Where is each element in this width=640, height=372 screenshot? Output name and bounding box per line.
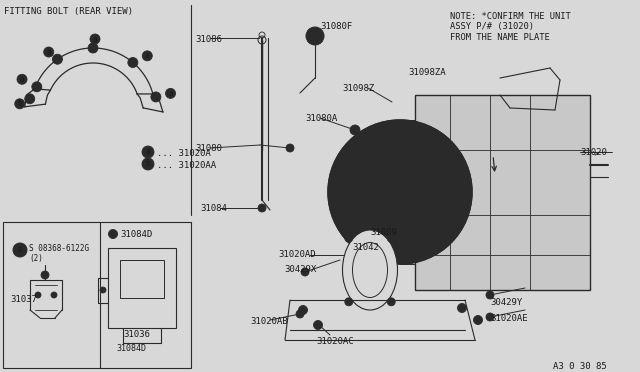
Circle shape xyxy=(301,308,305,312)
Circle shape xyxy=(298,305,307,314)
Text: 30429Y: 30429Y xyxy=(490,298,522,307)
Circle shape xyxy=(316,323,320,327)
Circle shape xyxy=(25,94,35,104)
Bar xyxy=(3,222,191,368)
Circle shape xyxy=(303,270,307,273)
Circle shape xyxy=(88,43,98,53)
Circle shape xyxy=(44,273,47,276)
Text: b: b xyxy=(146,160,150,169)
Text: A3 0 30 85: A3 0 30 85 xyxy=(553,362,607,371)
Circle shape xyxy=(35,292,41,298)
Text: 31098ZA: 31098ZA xyxy=(408,68,445,77)
Text: 31084D: 31084D xyxy=(116,344,146,353)
Text: ... 31020A: ... 31020A xyxy=(157,149,211,158)
Circle shape xyxy=(314,321,323,330)
Circle shape xyxy=(109,230,118,238)
Circle shape xyxy=(260,206,264,209)
Circle shape xyxy=(353,128,357,132)
Circle shape xyxy=(488,294,492,296)
Text: 31036: 31036 xyxy=(123,330,150,339)
Circle shape xyxy=(387,298,396,306)
Circle shape xyxy=(56,57,60,61)
Text: 31084D: 31084D xyxy=(120,230,152,239)
Text: 31098Z: 31098Z xyxy=(342,84,374,93)
Text: FITTING BOLT (REAR VIEW): FITTING BOLT (REAR VIEW) xyxy=(4,7,133,16)
Text: a: a xyxy=(20,75,24,84)
Circle shape xyxy=(142,146,154,158)
Circle shape xyxy=(387,234,396,242)
Circle shape xyxy=(111,232,115,236)
Circle shape xyxy=(474,315,483,324)
Text: b: b xyxy=(17,99,22,108)
Circle shape xyxy=(90,34,100,44)
Circle shape xyxy=(301,268,309,276)
Circle shape xyxy=(151,92,161,102)
Text: a: a xyxy=(93,35,97,44)
Circle shape xyxy=(350,125,360,135)
Circle shape xyxy=(390,300,393,303)
Circle shape xyxy=(289,147,291,150)
Text: a: a xyxy=(146,148,150,157)
Text: S: S xyxy=(18,247,22,253)
Text: NOTE: *CONFIRM THE UNIT
ASSY P/# (31020)
FROM THE NAME PLATE: NOTE: *CONFIRM THE UNIT ASSY P/# (31020)… xyxy=(450,12,571,42)
Ellipse shape xyxy=(342,230,397,310)
Text: a: a xyxy=(145,51,150,60)
Circle shape xyxy=(51,292,57,298)
Circle shape xyxy=(458,304,467,312)
Circle shape xyxy=(348,237,350,240)
Bar xyxy=(108,248,176,328)
Circle shape xyxy=(17,74,27,84)
Text: 31084: 31084 xyxy=(200,204,227,213)
Bar xyxy=(120,260,164,298)
Circle shape xyxy=(385,177,415,207)
Text: 31020: 31020 xyxy=(580,148,607,157)
Circle shape xyxy=(142,51,152,61)
Circle shape xyxy=(44,47,54,57)
Circle shape xyxy=(348,300,350,303)
Text: 31080: 31080 xyxy=(195,144,222,153)
Circle shape xyxy=(328,120,472,264)
Circle shape xyxy=(486,313,494,321)
Circle shape xyxy=(154,95,158,99)
Ellipse shape xyxy=(353,243,387,298)
Circle shape xyxy=(53,294,55,296)
Circle shape xyxy=(476,318,480,322)
Text: S 08368-6122G
(2): S 08368-6122G (2) xyxy=(29,244,89,263)
Circle shape xyxy=(131,61,135,64)
Circle shape xyxy=(166,89,175,98)
Circle shape xyxy=(13,243,27,257)
Text: a: a xyxy=(46,48,51,57)
Bar xyxy=(415,95,590,290)
Text: ... 31020AA: ... 31020AA xyxy=(157,161,216,170)
Circle shape xyxy=(306,27,324,45)
Circle shape xyxy=(345,298,353,306)
Circle shape xyxy=(52,54,63,64)
Circle shape xyxy=(32,82,42,92)
Circle shape xyxy=(460,306,464,310)
Circle shape xyxy=(486,291,494,299)
Text: 31009: 31009 xyxy=(370,228,397,237)
Text: 31080A: 31080A xyxy=(305,114,337,123)
Text: 31042: 31042 xyxy=(352,243,379,252)
Circle shape xyxy=(102,289,104,291)
Circle shape xyxy=(258,204,266,212)
Circle shape xyxy=(345,234,353,242)
Circle shape xyxy=(91,46,95,50)
Text: a: a xyxy=(168,89,173,98)
Circle shape xyxy=(100,287,106,293)
Text: 31020AB: 31020AB xyxy=(250,317,287,326)
Text: 31020AC: 31020AC xyxy=(316,337,354,346)
Circle shape xyxy=(15,99,25,109)
Text: 31086: 31086 xyxy=(195,35,222,44)
Circle shape xyxy=(28,97,32,101)
Circle shape xyxy=(35,85,39,89)
Text: 31037: 31037 xyxy=(10,295,37,304)
Text: 30429X: 30429X xyxy=(284,265,316,274)
Circle shape xyxy=(296,310,304,318)
Text: 31080F: 31080F xyxy=(320,22,352,31)
Circle shape xyxy=(128,58,138,67)
Circle shape xyxy=(37,294,39,296)
Text: 31020AD: 31020AD xyxy=(278,250,316,259)
Circle shape xyxy=(298,312,301,315)
Text: 31020AE: 31020AE xyxy=(490,314,527,323)
